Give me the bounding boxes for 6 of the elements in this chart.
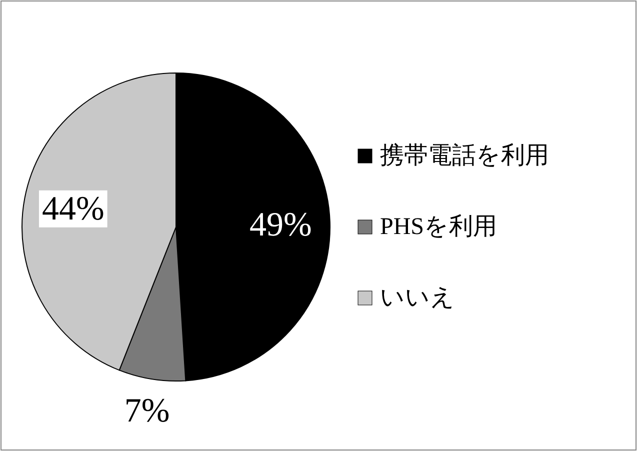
- data-label: 49%: [250, 206, 312, 244]
- legend-label: 携帯電話を利用: [380, 142, 549, 169]
- legend-label: いいえ: [380, 285, 455, 311]
- data-label: 44%: [42, 190, 104, 228]
- legend-label: PHSを利用: [380, 214, 498, 240]
- data-label: 7%: [124, 392, 170, 430]
